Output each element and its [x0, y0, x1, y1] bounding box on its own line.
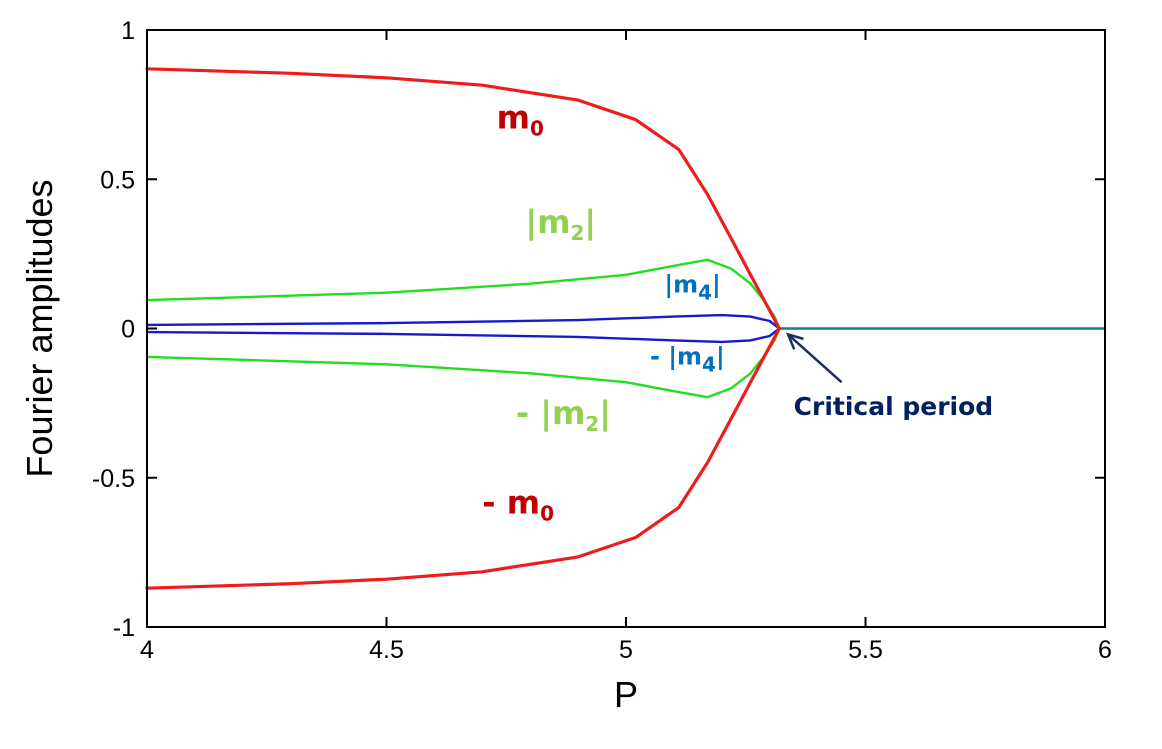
critical-period-arrowhead: [785, 332, 804, 350]
series-line: [145, 67, 781, 331]
y-tick-label: 0: [121, 316, 135, 344]
x-tick-label: 5: [619, 636, 633, 664]
x-axis-label: P: [614, 674, 638, 715]
series-annotation: |m2|: [525, 203, 596, 245]
x-tick-label: 4: [140, 636, 154, 664]
y-tick-label: -0.5: [92, 465, 135, 493]
plot-frame: [146, 29, 1106, 628]
x-tick-label: 6: [1098, 636, 1112, 664]
series-lines: [145, 67, 1107, 590]
x-tick-label: 4.5: [369, 636, 404, 664]
critical-period-arrow: [787, 333, 843, 384]
y-tick-label: 1: [121, 17, 135, 45]
y-tick-label: 0.5: [100, 166, 135, 194]
x-tick-label: 5.5: [848, 636, 883, 664]
critical-period-label: Critical period: [794, 392, 994, 421]
series-annotation: - |m4|: [650, 342, 725, 376]
series-line: [145, 327, 781, 344]
y-tick-label: -1: [113, 614, 135, 642]
series-annotation: |m4|: [664, 271, 720, 305]
series-line: [145, 326, 781, 590]
series-annotation: - m0: [482, 484, 554, 526]
series-annotation: - |m2|: [516, 394, 611, 436]
critical-period-callout: Critical period: [785, 332, 994, 421]
annotations: m0 |m2| |m4| - |m4| - |m2| - m0: [482, 99, 724, 526]
y-axis-label: Fourier amplitudes: [19, 179, 60, 477]
series-annotation: m0: [497, 99, 544, 141]
series-line: [145, 313, 781, 330]
